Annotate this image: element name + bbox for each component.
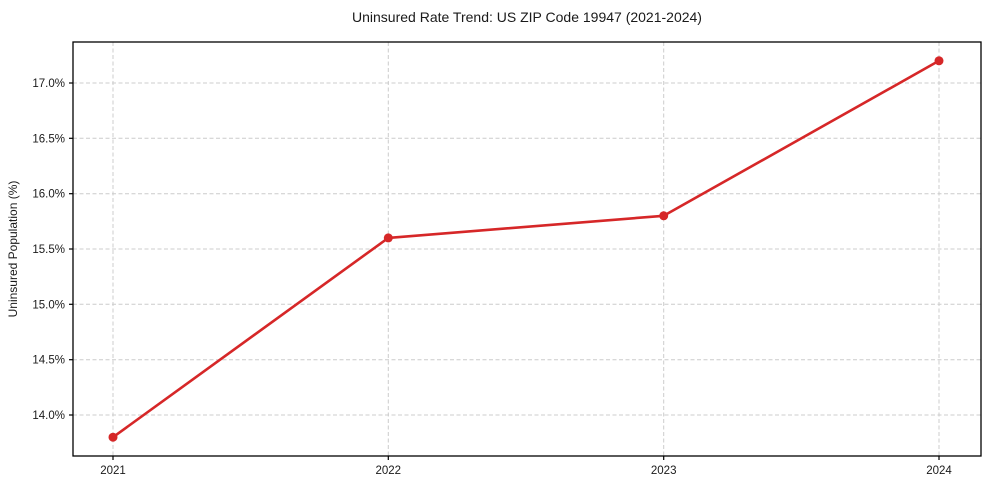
data-point bbox=[659, 211, 669, 221]
x-tick-label: 2024 bbox=[926, 465, 952, 477]
y-tick-label: 15.5% bbox=[32, 244, 65, 256]
y-tick-label: 16.5% bbox=[32, 133, 65, 145]
trend-line bbox=[111, 59, 941, 439]
y-tick-label: 16.0% bbox=[32, 189, 65, 201]
y-tick-label: 14.0% bbox=[32, 410, 65, 422]
chart-title: Uninsured Rate Trend: US ZIP Code 19947 … bbox=[352, 9, 702, 25]
data-point bbox=[108, 432, 118, 442]
x-tick-label: 2021 bbox=[100, 465, 126, 477]
x-tick-label: 2022 bbox=[376, 465, 402, 477]
data-point bbox=[934, 56, 944, 66]
y-tick-label: 15.0% bbox=[32, 299, 65, 311]
data-point bbox=[383, 233, 393, 243]
y-tick-label: 14.5% bbox=[32, 355, 65, 367]
y-tick-label: 17.0% bbox=[32, 78, 65, 90]
plot-frame bbox=[72, 41, 982, 457]
x-tick-label: 2023 bbox=[651, 465, 677, 477]
